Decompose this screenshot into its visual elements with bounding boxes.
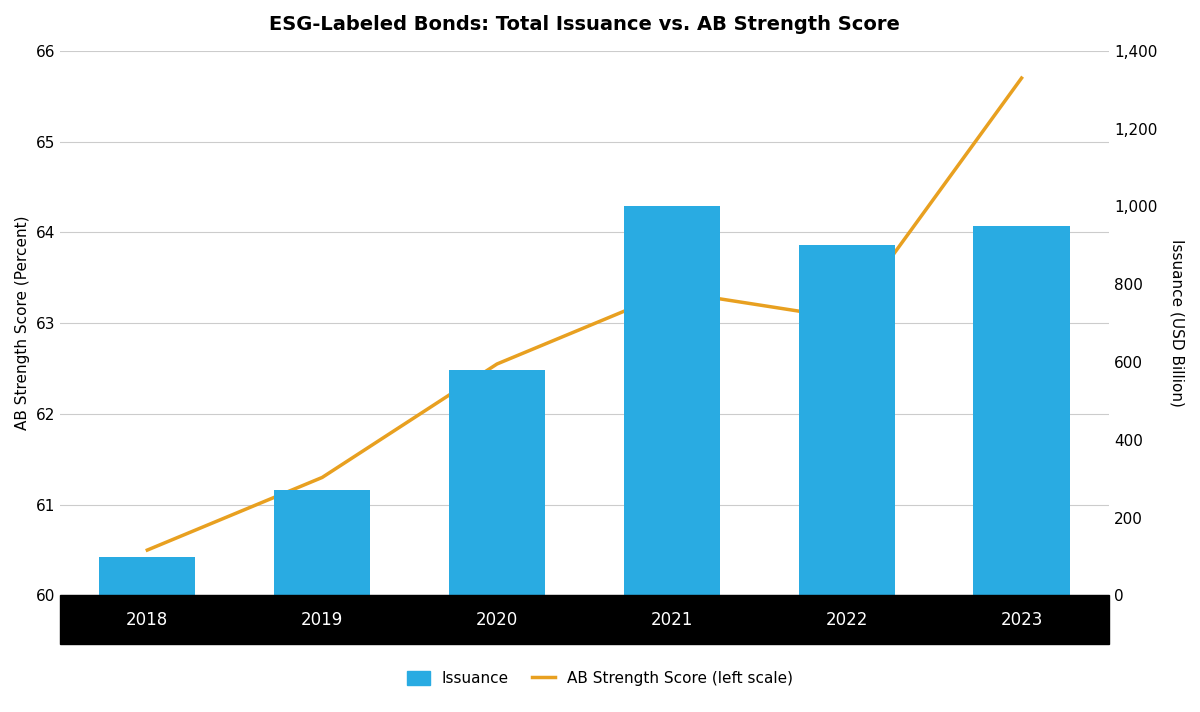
Bar bbox=[100, 557, 196, 595]
Text: 2021: 2021 bbox=[650, 611, 694, 629]
Bar bbox=[973, 226, 1069, 595]
Y-axis label: AB Strength Score (Percent): AB Strength Score (Percent) bbox=[14, 216, 30, 430]
Bar bbox=[799, 246, 895, 595]
Bar bbox=[449, 370, 545, 595]
Text: 2023: 2023 bbox=[1001, 611, 1043, 629]
Text: 2018: 2018 bbox=[126, 611, 168, 629]
Title: ESG-Labeled Bonds: Total Issuance vs. AB Strength Score: ESG-Labeled Bonds: Total Issuance vs. AB… bbox=[269, 15, 900, 34]
Text: 2022: 2022 bbox=[826, 611, 868, 629]
Text: 2020: 2020 bbox=[476, 611, 518, 629]
Bar bbox=[624, 206, 720, 595]
Bar bbox=[274, 491, 371, 595]
Legend: Issuance, AB Strength Score (left scale): Issuance, AB Strength Score (left scale) bbox=[400, 664, 800, 693]
Y-axis label: Issuance (USD Billion): Issuance (USD Billion) bbox=[1170, 239, 1186, 407]
Text: 2019: 2019 bbox=[301, 611, 343, 629]
